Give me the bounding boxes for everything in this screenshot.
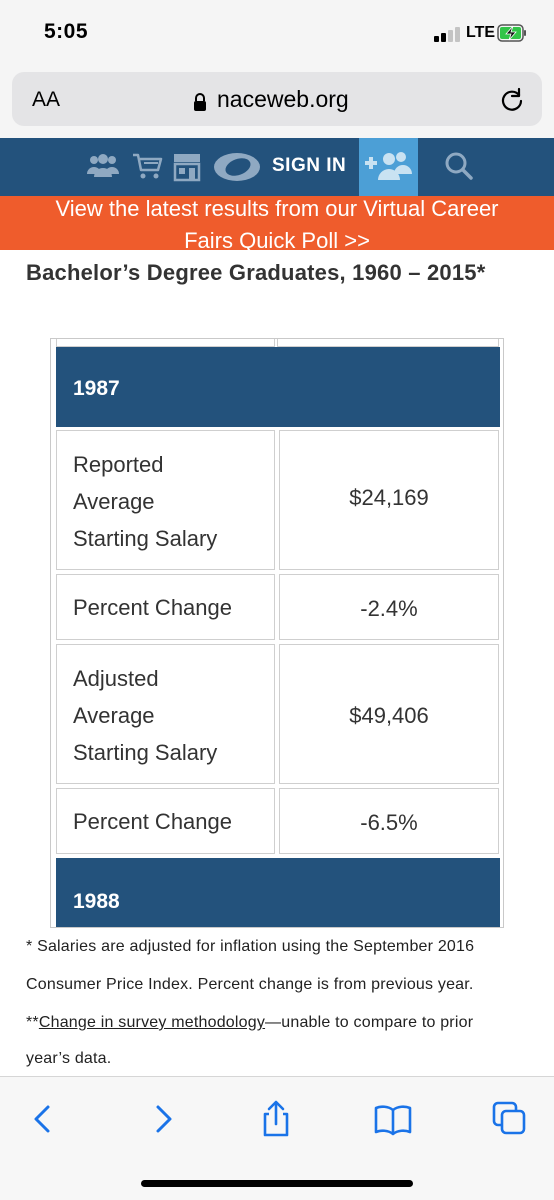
members-icon[interactable] xyxy=(86,152,120,180)
site-nav-bar: SIGN IN xyxy=(0,138,554,196)
footnote-line: Consumer Price Index. Percent change is … xyxy=(26,976,474,993)
table-row-value: -2.4% xyxy=(279,574,499,640)
lock-icon xyxy=(194,93,206,111)
table-row-label: Percent Change xyxy=(56,574,275,640)
table-row-value: $49,406 xyxy=(279,644,499,784)
address-bar[interactable]: AA naceweb.org xyxy=(12,72,542,126)
text-size-button[interactable]: AA xyxy=(32,88,61,111)
adjusted-salary-value: $49,406 xyxy=(349,703,429,728)
survey-methodology-link[interactable]: Change in survey methodology xyxy=(38,1014,266,1031)
home-indicator xyxy=(141,1180,413,1187)
promo-banner-line1[interactable]: View the latest results from our Virtual… xyxy=(55,196,499,221)
footnote-methodology: **Change in survey methodology—unable to… xyxy=(26,1014,473,1032)
promo-banner-line2[interactable]: Fairs Quick Poll >> xyxy=(0,228,554,250)
label-line: Percent Change xyxy=(73,809,232,834)
label-line: Percent Change xyxy=(73,595,232,620)
back-icon[interactable] xyxy=(24,1099,64,1139)
year-label: 1987 xyxy=(73,377,120,400)
label-line: Adjusted xyxy=(73,666,159,691)
footnote-prefix: ** xyxy=(26,1014,39,1031)
join-button[interactable] xyxy=(359,138,418,196)
percent-change-value: -2.4% xyxy=(360,596,418,621)
label-line: Average xyxy=(73,489,155,514)
table-row-value: -6.5% xyxy=(279,788,499,854)
reported-salary-value: $24,169 xyxy=(349,485,429,510)
label-line: Starting Salary xyxy=(73,740,218,765)
logo-icon[interactable] xyxy=(212,150,262,184)
page-heading: Bachelor’s Degree Graduates, 1960 – 2015… xyxy=(26,260,486,285)
table-row-value: $24,169 xyxy=(279,430,499,570)
network-label: LTE xyxy=(466,24,496,41)
reload-icon[interactable] xyxy=(498,86,526,114)
table-cell xyxy=(56,339,275,347)
promo-banner[interactable]: View the latest results from our Virtual… xyxy=(0,196,554,250)
label-line: Starting Salary xyxy=(73,526,218,551)
browser-toolbar xyxy=(0,1076,554,1200)
table-row-label: Adjusted Average Starting Salary xyxy=(56,644,275,784)
bookmarks-icon[interactable] xyxy=(373,1099,413,1139)
battery-charging-icon xyxy=(497,24,526,42)
salary-table: 1987 Reported Average Starting Salary $2… xyxy=(50,338,504,928)
sign-in-link[interactable]: SIGN IN xyxy=(272,155,347,176)
footnote-suffix: —unable to compare to prior xyxy=(265,1014,474,1031)
year-header-row: 1988 xyxy=(56,858,500,927)
tabs-icon[interactable] xyxy=(490,1099,530,1139)
browser-address-area: AA naceweb.org xyxy=(0,66,554,138)
signal-icon xyxy=(434,26,462,42)
quick-poll-link[interactable]: Fairs Quick Poll >> xyxy=(184,228,370,250)
join-icon xyxy=(365,152,412,180)
table-row-label: Percent Change xyxy=(56,788,275,854)
store-icon[interactable] xyxy=(172,152,202,182)
footnote-line: * Salaries are adjusted for inflation us… xyxy=(26,938,475,955)
url-text[interactable]: naceweb.org xyxy=(217,86,349,112)
hidden-heading-fragment xyxy=(26,250,546,256)
table-cell xyxy=(277,339,499,347)
label-line: Average xyxy=(73,703,155,728)
footnote-line: year’s data. xyxy=(26,1050,112,1067)
search-icon[interactable] xyxy=(444,151,474,181)
year-label: 1988 xyxy=(73,890,120,913)
share-icon[interactable] xyxy=(256,1099,296,1139)
cart-icon[interactable] xyxy=(132,152,164,182)
forward-icon[interactable] xyxy=(142,1099,182,1139)
year-header-row: 1987 xyxy=(56,347,500,427)
status-bar: 5:05 LTE xyxy=(0,0,554,66)
status-time: 5:05 xyxy=(44,20,89,43)
label-line: Reported xyxy=(73,452,164,477)
table-row-label: Reported Average Starting Salary xyxy=(56,430,275,570)
percent-change-value: -6.5% xyxy=(360,810,418,835)
